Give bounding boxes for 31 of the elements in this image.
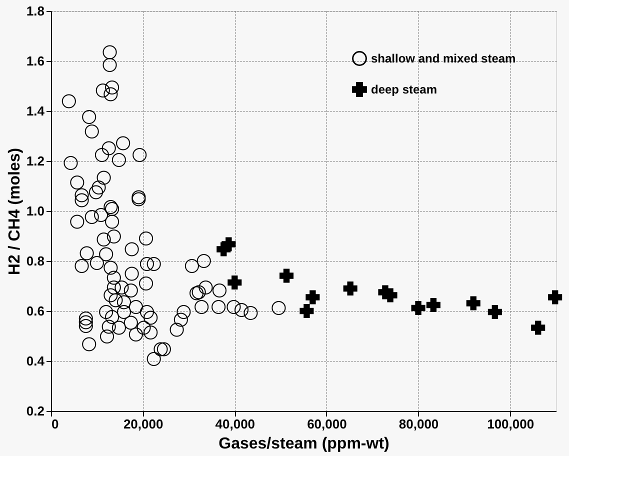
x-tick-label: 60,000 xyxy=(307,416,347,432)
point xyxy=(216,242,231,256)
legend-label: deep steam xyxy=(371,82,438,96)
y-tick-label: 1.8 xyxy=(26,4,44,18)
point xyxy=(531,320,546,335)
y-tick-label: 1.0 xyxy=(26,204,44,218)
point xyxy=(488,304,502,320)
point xyxy=(466,296,480,310)
y-tick-label: 1.6 xyxy=(26,54,44,68)
point xyxy=(306,290,320,304)
x-axis-title: Gases/steam (ppm-wt) xyxy=(218,436,390,452)
x-tick-label: 0 xyxy=(52,416,59,432)
y-tick-label: 1.2 xyxy=(26,154,44,168)
point xyxy=(279,268,294,283)
y-tick-label: 0.2 xyxy=(26,404,44,418)
x-tick-label: 100,000 xyxy=(487,416,534,432)
point xyxy=(228,275,242,290)
point xyxy=(300,304,314,318)
y-tick-label: 0.4 xyxy=(26,354,46,368)
point xyxy=(411,300,426,316)
y-tick-label: 1.4 xyxy=(26,104,46,118)
legend-label: shallow and mixed steam xyxy=(371,52,516,66)
y-tick-label: 0.8 xyxy=(26,254,44,268)
y-tick-label: 0.6 xyxy=(26,304,44,318)
point xyxy=(343,281,358,296)
point xyxy=(426,298,440,312)
x-tick-label: 40,000 xyxy=(215,416,256,432)
point xyxy=(548,290,562,304)
y-axis-title: H2 / CH4 (moles) xyxy=(6,148,24,276)
x-tick-label: 20,000 xyxy=(123,416,164,432)
x-tick-label: 80,000 xyxy=(398,416,439,432)
